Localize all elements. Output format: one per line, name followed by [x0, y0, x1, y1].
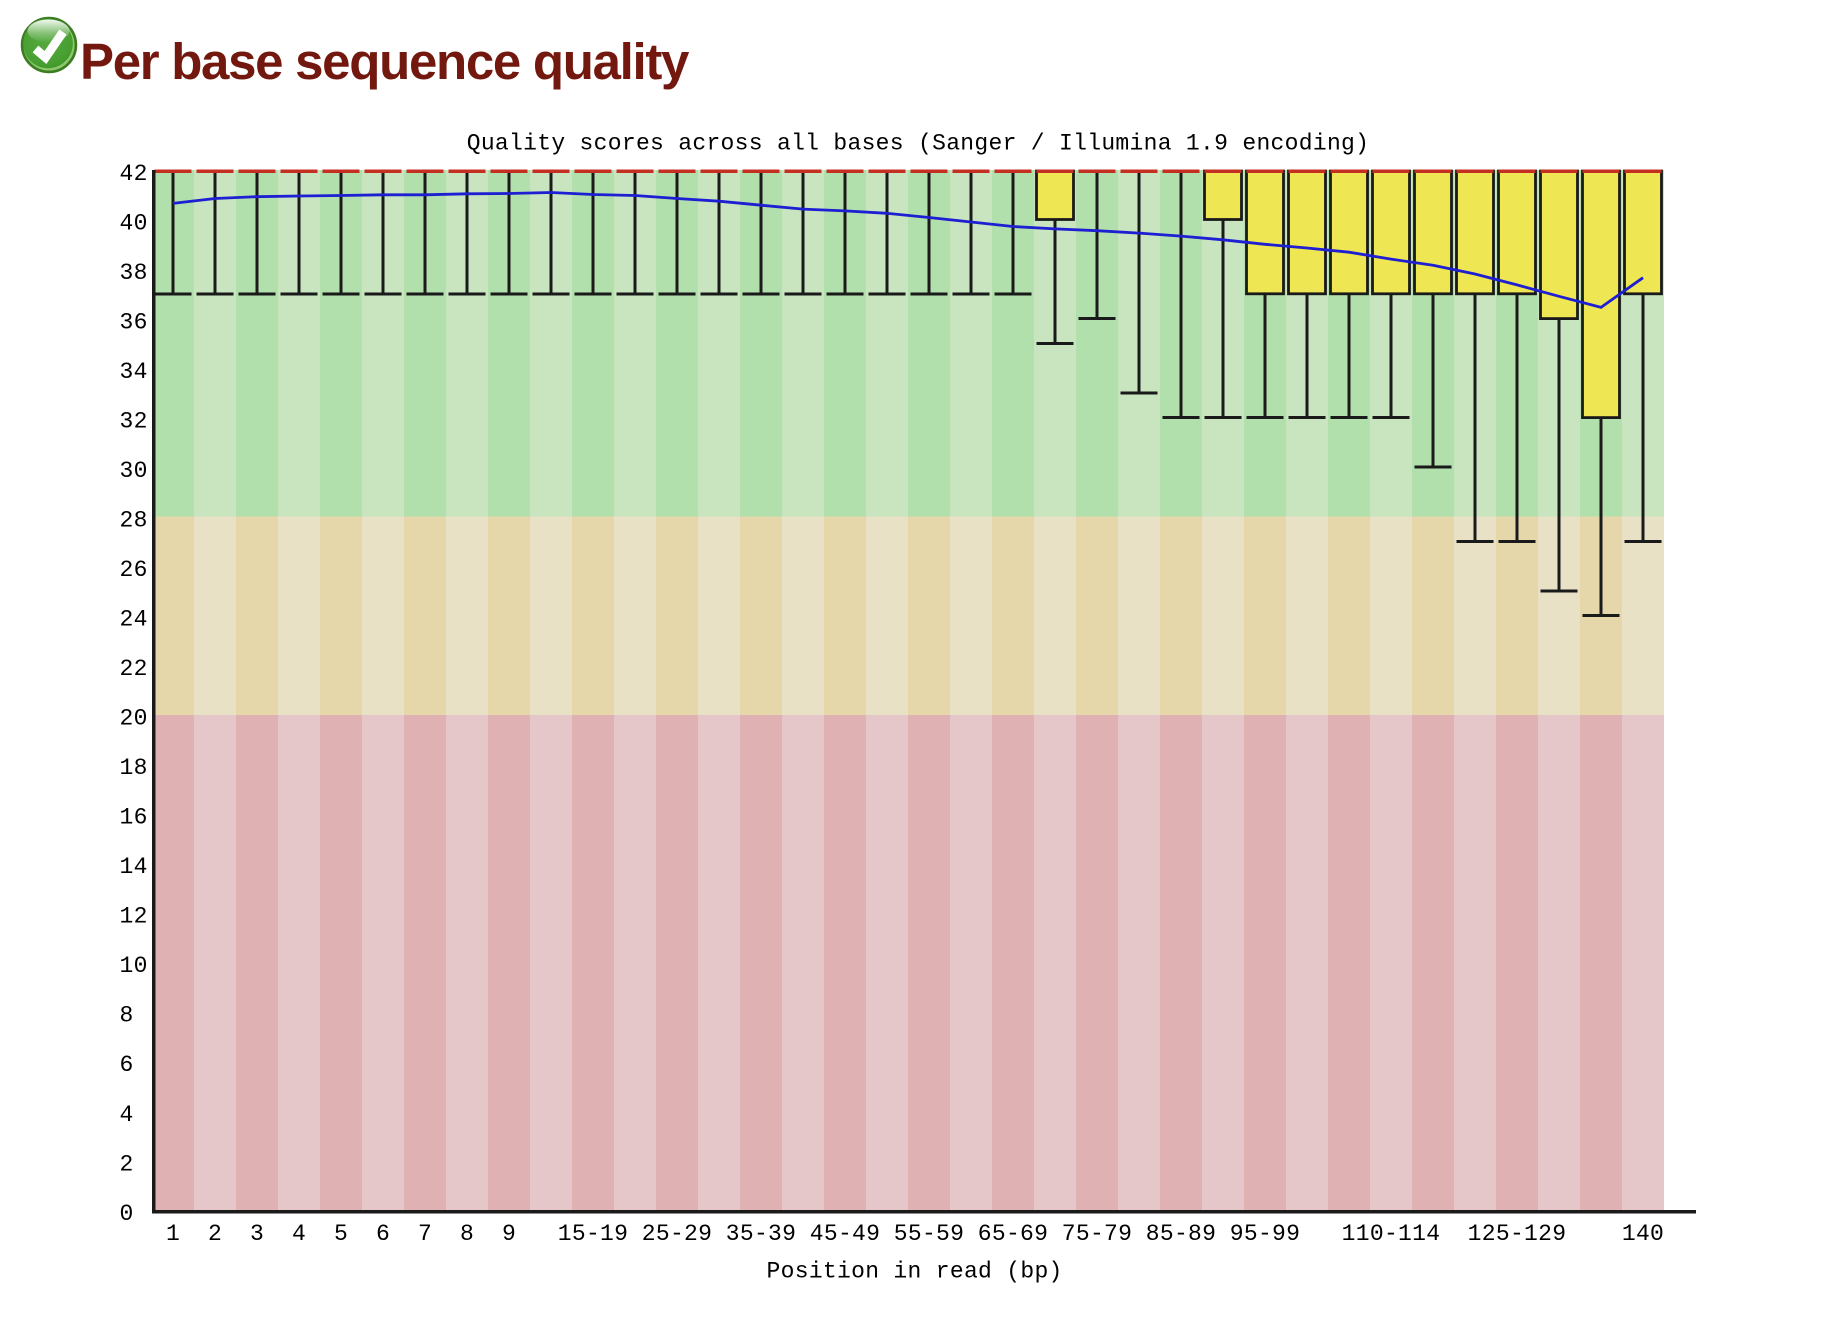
svg-text:20: 20: [120, 706, 148, 732]
svg-text:65-69: 65-69: [978, 1221, 1049, 1247]
svg-text:45-49: 45-49: [810, 1221, 881, 1247]
svg-text:7: 7: [418, 1221, 432, 1247]
svg-text:8: 8: [120, 1003, 134, 1029]
svg-text:140: 140: [1622, 1221, 1664, 1247]
svg-text:85-89: 85-89: [1146, 1221, 1217, 1247]
svg-text:2: 2: [120, 1151, 134, 1177]
svg-text:40: 40: [120, 210, 148, 236]
svg-text:22: 22: [120, 656, 148, 682]
svg-text:34: 34: [120, 359, 148, 385]
svg-text:0: 0: [120, 1201, 134, 1227]
svg-text:28: 28: [120, 508, 148, 534]
svg-text:5: 5: [334, 1221, 348, 1247]
svg-text:3: 3: [250, 1221, 264, 1247]
svg-text:36: 36: [120, 309, 148, 335]
svg-text:30: 30: [120, 458, 148, 484]
svg-text:55-59: 55-59: [894, 1221, 965, 1247]
svg-text:18: 18: [120, 755, 148, 781]
svg-text:25-29: 25-29: [642, 1221, 713, 1247]
svg-text:110-114: 110-114: [1342, 1221, 1441, 1247]
svg-text:Position in read (bp): Position in read (bp): [767, 1259, 1063, 1285]
svg-text:95-99: 95-99: [1230, 1221, 1301, 1247]
svg-text:42: 42: [120, 161, 148, 187]
svg-text:32: 32: [120, 408, 148, 434]
svg-text:14: 14: [120, 854, 148, 880]
svg-text:4: 4: [120, 1102, 134, 1128]
svg-text:16: 16: [120, 805, 148, 831]
svg-text:38: 38: [120, 260, 148, 286]
svg-text:4: 4: [292, 1221, 306, 1247]
svg-text:2: 2: [208, 1221, 222, 1247]
svg-text:26: 26: [120, 557, 148, 583]
svg-text:12: 12: [120, 904, 148, 930]
svg-text:6: 6: [120, 1052, 134, 1078]
svg-text:6: 6: [376, 1221, 390, 1247]
svg-text:1: 1: [166, 1221, 180, 1247]
svg-text:24: 24: [120, 607, 148, 633]
svg-text:125-129: 125-129: [1468, 1221, 1567, 1247]
svg-text:Quality scores across all base: Quality scores across all bases (Sanger …: [467, 131, 1370, 157]
svg-text:10: 10: [120, 953, 148, 979]
svg-text:35-39: 35-39: [726, 1221, 797, 1247]
svg-text:9: 9: [502, 1221, 516, 1247]
svg-text:8: 8: [460, 1221, 474, 1247]
svg-text:15-19: 15-19: [558, 1221, 629, 1247]
svg-text:75-79: 75-79: [1062, 1221, 1133, 1247]
